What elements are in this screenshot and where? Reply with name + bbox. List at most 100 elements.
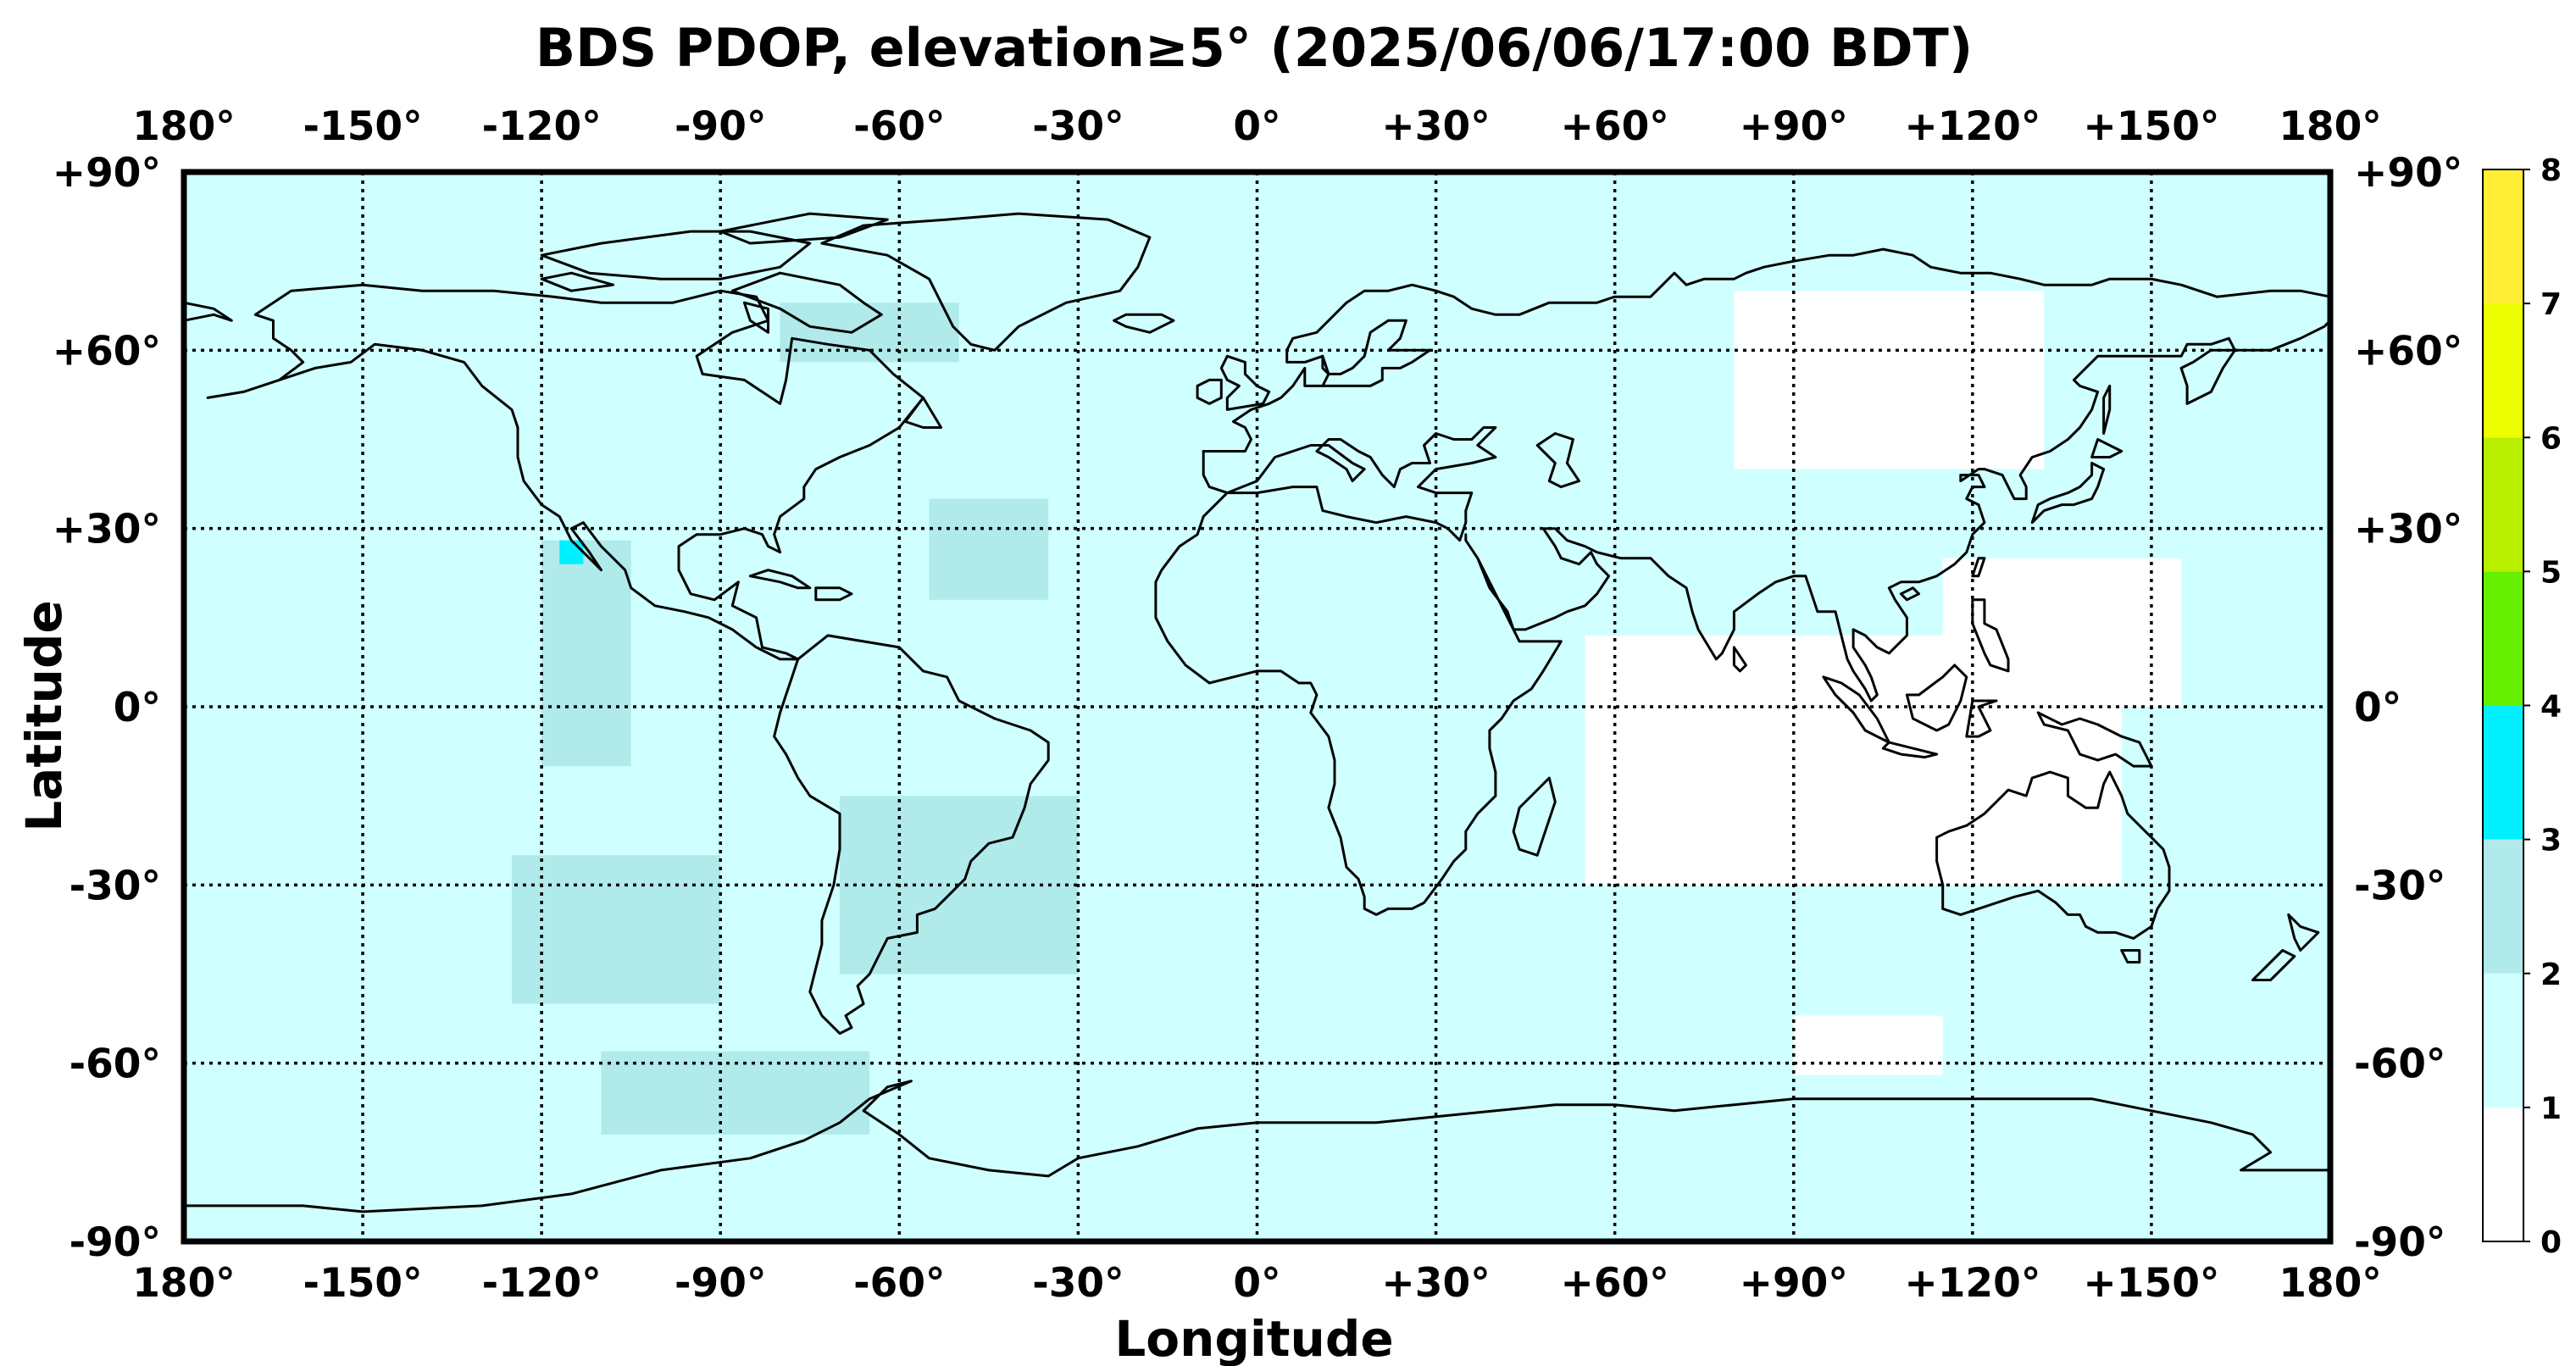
x-tick-top-2: -120° (482, 103, 602, 150)
coastline-15 (2030, 462, 2106, 525)
pdop-region-9 (601, 1051, 870, 1135)
map-area (180, 169, 2334, 1245)
coastline-29 (2287, 913, 2320, 952)
pdop-region-6 (929, 498, 1049, 600)
colorbar-tick-4: 4 (2540, 690, 2562, 725)
coastline-9 (1202, 247, 2332, 453)
coastline-1 (820, 212, 1152, 352)
y-tick-left-3: 0° (114, 685, 161, 731)
colorbar-bin-5 (2483, 437, 2523, 572)
y-tick-right-1: +60° (2354, 328, 2462, 375)
y-tick-right-2: +30° (2354, 507, 2462, 553)
coastline-2 (540, 230, 812, 280)
colorbar-tick-7: 7 (2540, 287, 2562, 322)
coastline-37 (206, 378, 281, 399)
x-tick-top-4: -60° (853, 103, 945, 150)
colorbar-bin-6 (2483, 303, 2523, 438)
x-tick-top-3: -90° (675, 103, 766, 150)
y-tick-left-4: -30° (69, 863, 161, 909)
pdop-region-2 (1942, 558, 2182, 707)
x-tick-top-1: -150° (303, 103, 423, 150)
x-tick-bottom-3: -90° (675, 1260, 766, 1307)
map-frame (180, 169, 2334, 1245)
colorbar-tick-5: 5 (2540, 555, 2562, 590)
coastline-16 (2090, 438, 2124, 458)
coastline-17 (2102, 384, 2112, 435)
pdop-region-10 (559, 540, 584, 564)
x-tick-top-10: +120° (1904, 103, 2040, 150)
colorbar-tick-2: 2 (2540, 958, 2562, 992)
coastline-11 (1219, 354, 1271, 411)
coastline-32 (748, 569, 812, 590)
coastline-14 (1512, 776, 1557, 857)
x-tick-top-9: +90° (1740, 103, 1848, 150)
coastline-31 (182, 1080, 2332, 1213)
coastline-8 (182, 301, 233, 322)
colorbar-bin-0 (2483, 1107, 2523, 1241)
coastline-33 (814, 586, 853, 602)
x-tick-top-7: +30° (1381, 103, 1490, 150)
y-axis-label: Latitude (15, 600, 73, 832)
y-tick-right-3: 0° (2354, 685, 2401, 731)
coastline-20 (1971, 598, 2010, 673)
coastline-22 (1822, 675, 1890, 744)
pdop-region-4 (541, 540, 631, 767)
y-tick-right-0: +90° (2354, 150, 2462, 197)
colorbar-bin-4 (2483, 571, 2523, 706)
x-tick-top-0: 180° (132, 103, 236, 150)
colorbar-bin-7 (2483, 169, 2523, 304)
coastline-26 (2036, 711, 2153, 768)
pdop-region-3 (1793, 1015, 1943, 1075)
x-tick-bottom-5: -30° (1032, 1260, 1124, 1307)
colorbar-tick-1: 1 (2540, 1091, 2562, 1126)
coastline-13 (1113, 313, 1175, 334)
y-tick-labels-left: +90° +60° +30° 0° -30° -60° -90° (53, 150, 161, 1266)
coastline-7 (1154, 319, 2332, 916)
coastline-3 (719, 212, 889, 245)
x-tick-bottom-0: 180° (132, 1260, 236, 1307)
coastline-30 (2251, 949, 2296, 981)
x-tick-bottom-8: +60° (1561, 1260, 1669, 1307)
y-tick-left-1: +60° (53, 328, 161, 375)
pdop-region-8 (780, 303, 959, 363)
coastline-24 (1905, 664, 1968, 732)
y-tick-left-2: +30° (53, 507, 161, 553)
x-tick-bottom-10: +120° (1904, 1260, 2040, 1307)
y-tick-right-6: -90° (2354, 1219, 2446, 1266)
x-tick-top-5: -30° (1032, 103, 1124, 150)
graticule (184, 172, 2330, 1241)
coastline-5 (730, 271, 883, 334)
x-tick-bottom-9: +90° (1740, 1260, 1848, 1307)
x-tick-bottom-4: -60° (853, 1260, 945, 1307)
pdop-region-5 (511, 855, 721, 1004)
coastline-21 (1732, 646, 1747, 673)
coastline-4 (540, 271, 615, 292)
y-tick-left-6: -90° (69, 1219, 161, 1266)
chart-title: BDS PDOP, elevation≥5° (2025/06/06/17:00… (536, 17, 1973, 79)
coastline-6 (773, 634, 1050, 1036)
coastline-36 (742, 301, 769, 334)
x-tick-top-8: +60° (1561, 103, 1669, 150)
y-tick-labels-right: +90° +60° +30° 0° -30° -60° -90° (2354, 150, 2462, 1266)
y-tick-left-0: +90° (53, 150, 161, 197)
y-tick-left-5: -60° (69, 1041, 161, 1088)
coastline-27 (1935, 770, 2171, 940)
coastline-35 (1535, 432, 1580, 489)
x-tick-labels-bottom: 180° -150° -120° -90° -60° -30° 0° +30° +60° +90°… (132, 1260, 2382, 1307)
coastline-25 (1965, 699, 1998, 738)
colorbar-tick-0: 0 (2540, 1225, 2562, 1260)
coastline-23 (1881, 741, 1939, 759)
colorbar-tick-3: 3 (2540, 824, 2562, 858)
x-tick-top-11: +150° (2083, 103, 2219, 150)
colorbar-tick-6: 6 (2540, 421, 2562, 456)
pdop-region-1 (1734, 291, 2045, 469)
x-tick-bottom-7: +30° (1381, 1260, 1490, 1307)
coastline-0 (253, 283, 924, 661)
x-tick-bottom-11: +150° (2083, 1260, 2219, 1307)
colorbar-bin-1 (2483, 973, 2523, 1108)
coastline-10 (1321, 319, 1431, 387)
coastlines (182, 212, 2332, 1213)
coastline-12 (1196, 378, 1223, 405)
colorbar-bin-3 (2483, 705, 2523, 840)
